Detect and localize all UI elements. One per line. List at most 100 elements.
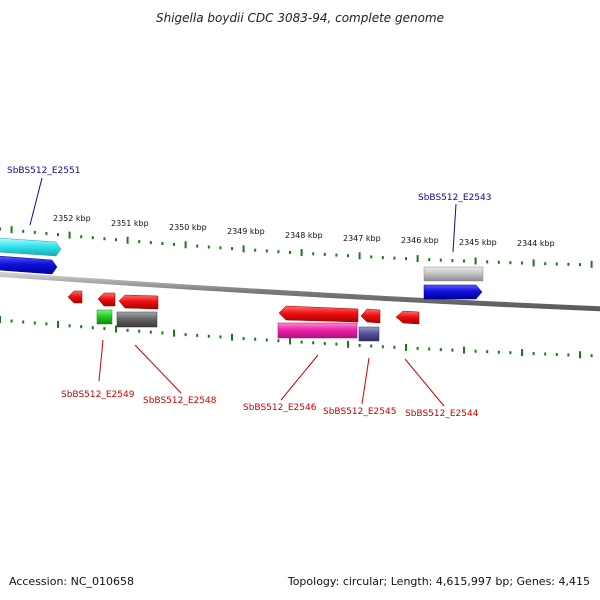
- upper-scale-major-tick: [10, 226, 13, 234]
- lower-scale-major-tick: [173, 329, 175, 337]
- callout-line-e2551: [29, 177, 43, 226]
- lower-scale-major-tick: [231, 333, 233, 341]
- label-e2549[interactable]: SbBS512_E2549: [61, 390, 135, 400]
- gene-e2543-blue[interactable]: [423, 284, 483, 300]
- upper-scale-minor-tick: [555, 262, 558, 266]
- upper-scale-minor-tick: [497, 260, 500, 264]
- lower-scale-minor-tick: [196, 333, 199, 337]
- gene-e2543-silver[interactable]: [423, 266, 484, 282]
- upper-scale-minor-tick: [219, 246, 222, 250]
- lower-scale-minor-tick: [207, 334, 210, 338]
- callout-line-e2548: [134, 344, 182, 394]
- lower-scale-minor-tick: [486, 350, 489, 354]
- lower-scale-minor-tick: [428, 347, 431, 351]
- label-e2543[interactable]: SbBS512_E2543: [418, 193, 491, 203]
- lower-scale-minor-tick: [184, 333, 187, 337]
- lower-scale-major-tick: [57, 320, 59, 328]
- lower-scale-minor-tick: [277, 339, 280, 343]
- lower-scale-minor-tick: [381, 345, 384, 349]
- lower-scale-ticks: [0, 316, 593, 359]
- gene-small-red-2[interactable]: [97, 292, 116, 307]
- gene-e2551-cyan[interactable]: [0, 237, 62, 257]
- upper-scale-major-tick: [300, 249, 303, 257]
- lower-scale-minor-tick: [161, 331, 164, 335]
- upper-scale-minor-tick: [57, 233, 59, 237]
- upper-scale-minor-tick: [579, 263, 581, 267]
- scale-label-2349: 2349 kbp: [227, 227, 265, 236]
- scale-label-2352: 2352 kbp: [53, 214, 91, 223]
- lower-scale-major-tick: [115, 325, 117, 333]
- lower-scale-minor-tick: [242, 337, 245, 340]
- lower-scale-minor-tick: [323, 342, 326, 345]
- callout-lines: [29, 177, 457, 407]
- upper-scale-minor-tick: [45, 232, 48, 235]
- gene-e2544-red[interactable]: [395, 310, 420, 325]
- gene-e2546-red[interactable]: [278, 305, 359, 323]
- lower-scale-minor-tick: [138, 329, 141, 333]
- lower-scale-minor-tick: [80, 325, 83, 329]
- lower-scale-minor-tick: [358, 343, 361, 347]
- forward-genes: [0, 237, 484, 300]
- lower-scale-major-tick: [289, 337, 291, 345]
- label-e2544[interactable]: SbBS512_E2544: [405, 409, 479, 419]
- upper-scale-major-tick: [532, 259, 535, 267]
- lower-scale-minor-tick: [532, 352, 535, 356]
- label-e2546[interactable]: SbBS512_E2546: [243, 403, 317, 413]
- genome-backbone: [0, 271, 600, 312]
- upper-scale-minor-tick: [289, 250, 291, 254]
- reverse-genes: [67, 290, 420, 342]
- gene-e2545-red[interactable]: [360, 308, 381, 324]
- upper-scale-major-tick: [68, 231, 71, 239]
- upper-scale-minor-tick: [405, 257, 407, 261]
- lower-scale-minor-tick: [219, 335, 222, 339]
- upper-scale-minor-tick: [428, 258, 431, 262]
- lower-scale-major-tick: [579, 351, 581, 359]
- lower-scale-minor-tick: [509, 351, 512, 355]
- upper-scale-minor-tick: [161, 242, 164, 245]
- lower-scale-minor-tick: [497, 350, 500, 354]
- gene-e2548-red[interactable]: [118, 294, 159, 310]
- lower-scale-major-tick: [347, 340, 349, 348]
- label-e2545[interactable]: SbBS512_E2545: [323, 407, 396, 417]
- lower-scale-minor-tick: [370, 344, 373, 348]
- scale-label-2350: 2350 kbp: [169, 223, 207, 232]
- summary-text: Topology: circular; Length: 4,615,997 bp…: [287, 575, 590, 588]
- upper-scale-minor-tick: [115, 238, 117, 242]
- callout-line-e2549: [98, 339, 104, 382]
- upper-scale-minor-tick: [567, 262, 570, 266]
- upper-scale-major-tick: [126, 236, 129, 244]
- upper-scale-minor-tick: [91, 236, 94, 240]
- gene-e2549-green[interactable]: [96, 309, 113, 325]
- upper-scale-major-tick: [184, 241, 187, 249]
- upper-scale-minor-tick: [451, 259, 454, 263]
- lower-scale-minor-tick: [126, 328, 129, 332]
- map-title: Shigella boydii CDC 3083-94, complete ge…: [156, 11, 444, 25]
- lower-scale-minor-tick: [474, 349, 477, 353]
- gene-e2548-gray[interactable]: [116, 311, 158, 328]
- callout-line-e2546: [280, 354, 319, 401]
- lower-scale-minor-tick: [300, 340, 303, 344]
- upper-scale-minor-tick: [103, 237, 106, 241]
- upper-scale-major-tick: [590, 260, 593, 268]
- lower-scale-minor-tick: [149, 330, 152, 334]
- upper-scale-major-tick: [358, 252, 361, 260]
- upper-scale-minor-tick: [138, 240, 141, 244]
- gene-e2551-blue[interactable]: [0, 255, 58, 275]
- gene-e2545-slate[interactable]: [358, 326, 380, 342]
- gene-small-red-1[interactable]: [67, 290, 83, 304]
- lower-scale-minor-tick: [312, 341, 315, 345]
- upper-scale-minor-tick: [381, 256, 384, 259]
- label-e2548[interactable]: SbBS512_E2548: [143, 396, 217, 406]
- lower-scale-major-tick: [405, 343, 407, 351]
- upper-scale-minor-tick: [323, 252, 326, 256]
- lower-scale-minor-tick: [68, 324, 71, 328]
- label-e2551[interactable]: SbBS512_E2551: [7, 166, 80, 176]
- gene-e2546-magenta[interactable]: [277, 322, 358, 339]
- upper-scale-minor-tick: [207, 245, 210, 249]
- upper-scale-minor-tick: [335, 253, 338, 257]
- upper-scale-minor-tick: [347, 254, 349, 258]
- scale-label-2344: 2344 kbp: [517, 239, 555, 248]
- scale-label-2347: 2347 kbp: [343, 234, 381, 243]
- scale-label-2351: 2351 kbp: [111, 219, 149, 228]
- upper-scale-minor-tick: [312, 252, 315, 256]
